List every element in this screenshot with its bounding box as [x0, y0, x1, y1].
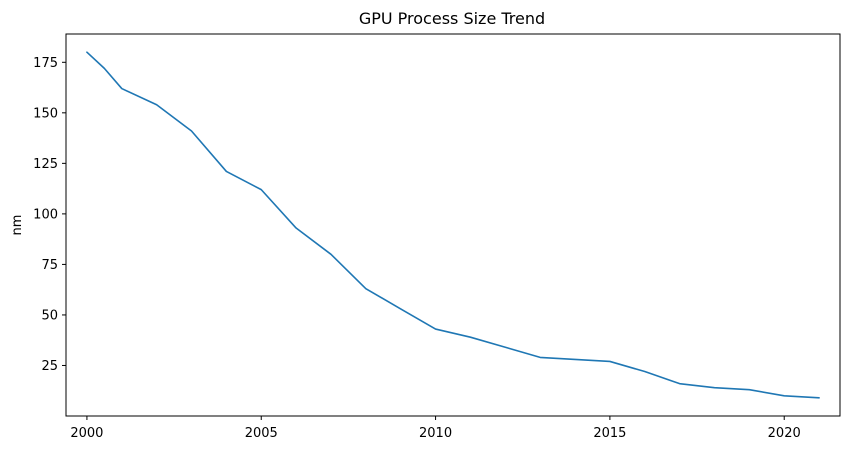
- y-tick-label: 175: [33, 56, 58, 71]
- chart-title: GPU Process Size Trend: [359, 9, 545, 28]
- y-tick-label: 50: [41, 308, 58, 323]
- axes-frame: [65, 33, 841, 417]
- y-axis-label: nm: [10, 215, 25, 236]
- x-tick-label: 2000: [70, 426, 103, 441]
- plot-area: [86, 51, 820, 399]
- y-tick-label: 125: [33, 157, 58, 172]
- y-tick-label: 25: [41, 359, 58, 374]
- y-tick-label: 150: [33, 106, 58, 121]
- y-tick-label: 75: [41, 258, 58, 273]
- x-tick-label: 2020: [768, 426, 801, 441]
- y-tick-label: 100: [33, 207, 58, 222]
- x-axis: 2000 2005 2010 2015 2020: [70, 416, 801, 441]
- x-tick-label: 2015: [593, 426, 626, 441]
- x-tick-label: 2005: [245, 426, 278, 441]
- x-tick-label: 2010: [419, 426, 452, 441]
- y-axis: 25 50 75 100 125 150 175: [33, 56, 66, 374]
- series-line-0: [86, 51, 820, 399]
